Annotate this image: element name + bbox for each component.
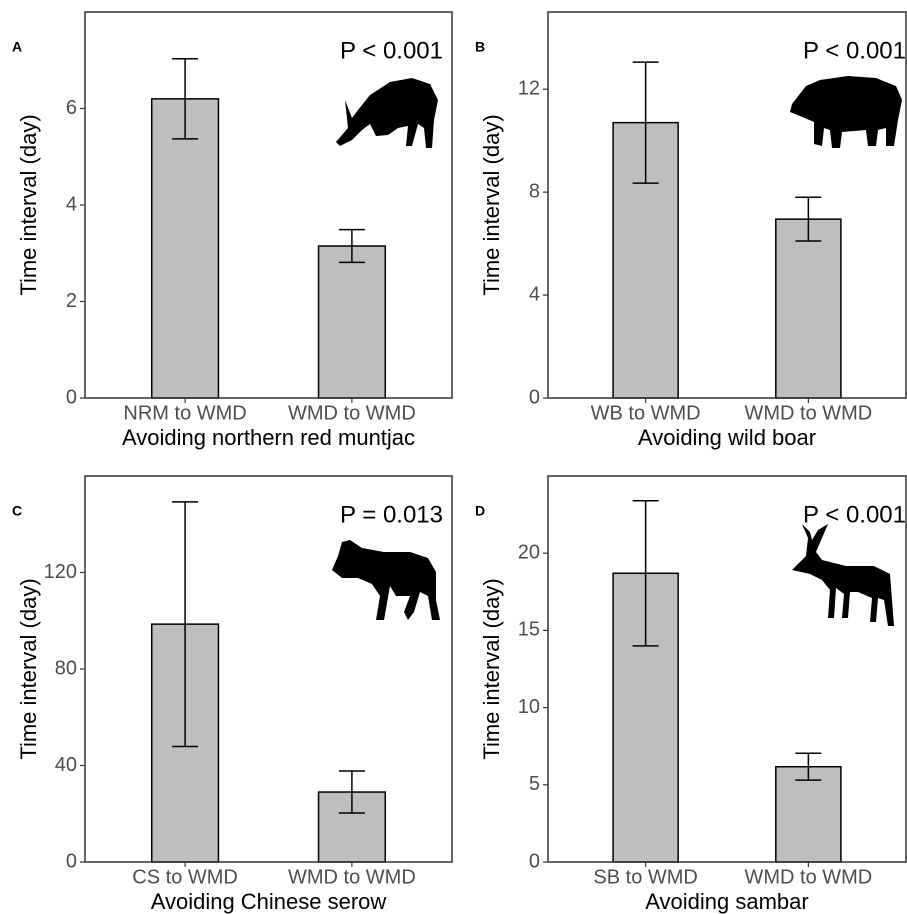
plot-frame: [548, 12, 906, 398]
x-tick-label: WMD to WMD: [744, 402, 872, 424]
y-tick-label: 120: [44, 561, 77, 583]
x-tick-label: WMD to WMD: [288, 866, 416, 888]
bar: [776, 767, 841, 862]
x-axis-title: Avoiding wild boar: [638, 425, 816, 450]
y-tick-label: 0: [529, 850, 540, 872]
x-tick-label: CS to WMD: [132, 866, 238, 888]
y-axis-title: Time interval (day): [479, 578, 504, 759]
y-tick-label: 8: [529, 180, 540, 202]
y-tick-label: 5: [529, 773, 540, 795]
x-tick-label: SB to WMD: [593, 866, 697, 888]
p-value: P < 0.001: [803, 37, 906, 64]
y-axis-title: Time interval (day): [479, 114, 504, 295]
serow-icon: [332, 540, 440, 620]
panel-label: A: [12, 39, 22, 55]
x-tick-label: WMD to WMD: [288, 402, 416, 424]
x-tick-label: WB to WMD: [591, 402, 701, 424]
y-tick-label: 4: [66, 193, 77, 215]
bar: [776, 219, 841, 398]
y-axis-title: Time interval (day): [16, 114, 41, 295]
y-tick-label: 12: [518, 77, 540, 99]
y-tick-label: 10: [518, 696, 540, 718]
p-value: P < 0.001: [340, 37, 443, 64]
y-tick-label: 20: [518, 541, 540, 563]
p-value: P < 0.001: [803, 501, 906, 528]
y-tick-label: 2: [66, 290, 77, 312]
panel-label: C: [12, 503, 22, 519]
p-value: P = 0.013: [340, 501, 443, 528]
y-tick-label: 80: [55, 657, 77, 679]
y-tick-label: 0: [66, 850, 77, 872]
x-tick-label: NRM to WMD: [123, 402, 246, 424]
sambar-icon: [792, 524, 894, 626]
bar: [152, 99, 219, 398]
y-axis-title: Time interval (day): [16, 578, 41, 759]
y-tick-label: 40: [55, 754, 77, 776]
panel-label: B: [475, 39, 485, 55]
plot-frame: [85, 12, 452, 398]
x-tick-label: WMD to WMD: [744, 866, 872, 888]
x-axis-title: Avoiding sambar: [645, 889, 808, 914]
figure: 0246NRM to WMDWMD to WMDAvoiding norther…: [0, 0, 907, 914]
plot-frame: [548, 476, 906, 862]
bar: [319, 246, 386, 398]
x-axis-title: Avoiding northern red muntjac: [122, 425, 415, 450]
panel-label: D: [475, 503, 485, 519]
muntjac-icon: [336, 78, 438, 148]
y-tick-label: 0: [66, 386, 77, 408]
y-tick-label: 15: [518, 619, 540, 641]
y-tick-label: 4: [529, 283, 540, 305]
y-tick-label: 6: [66, 97, 77, 119]
plot-frame: [85, 476, 452, 862]
boar-icon: [790, 76, 902, 148]
x-axis-title: Avoiding Chinese serow: [151, 889, 387, 914]
y-tick-label: 0: [529, 386, 540, 408]
